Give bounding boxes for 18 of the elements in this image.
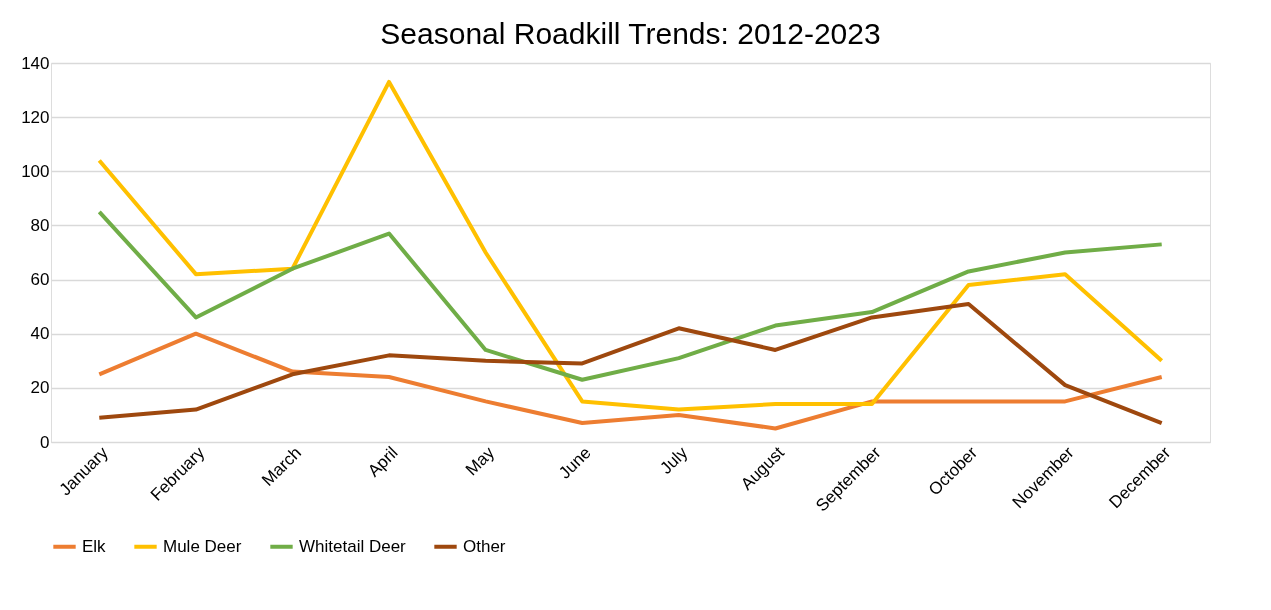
y-tick-label: 120: [21, 107, 50, 127]
y-tick-label: 140: [21, 53, 50, 73]
legend-label: Mule Deer: [163, 536, 242, 556]
line-series: [97, 209, 1164, 382]
chart-title: Seasonal Roadkill Trends: 2012-2023: [380, 17, 881, 50]
line-series: [97, 331, 1164, 431]
line-series: [97, 301, 1164, 426]
legend-label: Whitetail Deer: [299, 536, 407, 556]
legend-label: Other: [463, 536, 506, 556]
y-tick-label: 40: [30, 324, 50, 344]
y-tick-label: 0: [40, 432, 50, 452]
x-tick-label: July: [656, 442, 692, 478]
y-tick-label: 20: [30, 378, 50, 398]
y-tick-label: 60: [30, 270, 50, 290]
y-tick-label: 80: [30, 215, 50, 235]
line-series: [97, 79, 1164, 412]
legend-label: Elk: [82, 536, 107, 556]
y-tick-label: 100: [21, 161, 50, 181]
